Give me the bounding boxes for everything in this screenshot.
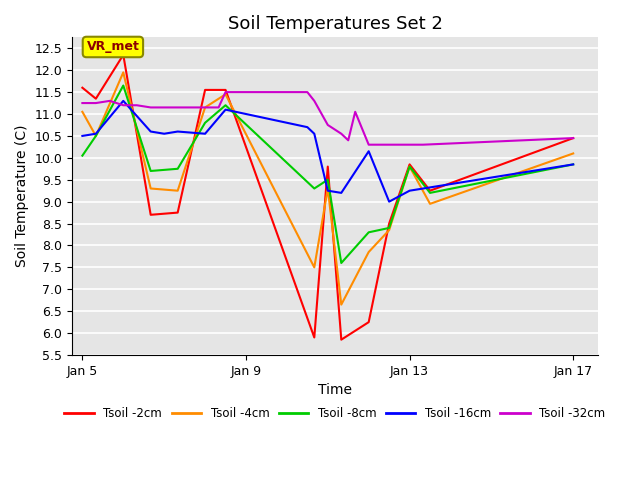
Tsoil -32cm xyxy=(392,142,400,147)
Tsoil -2cm xyxy=(426,188,434,193)
Title: Soil Temperatures Set 2: Soil Temperatures Set 2 xyxy=(227,15,442,33)
Tsoil -16cm xyxy=(221,107,229,112)
Tsoil -16cm xyxy=(310,131,318,137)
Tsoil -32cm xyxy=(174,105,182,110)
Tsoil -8cm xyxy=(120,83,127,88)
Tsoil -8cm xyxy=(337,260,345,266)
Tsoil -4cm xyxy=(92,133,100,139)
Tsoil -32cm xyxy=(378,142,386,147)
Line: Tsoil -16cm: Tsoil -16cm xyxy=(83,101,573,202)
Tsoil -32cm xyxy=(570,135,577,141)
Text: VR_met: VR_met xyxy=(86,40,140,53)
Tsoil -4cm xyxy=(310,264,318,270)
Tsoil -16cm xyxy=(365,148,372,154)
Tsoil -32cm xyxy=(92,100,100,106)
Tsoil -16cm xyxy=(201,131,209,137)
Tsoil -32cm xyxy=(310,98,318,104)
Tsoil -32cm xyxy=(221,89,229,95)
Tsoil -4cm xyxy=(406,164,413,169)
Tsoil -2cm xyxy=(406,162,413,168)
Line: Tsoil -32cm: Tsoil -32cm xyxy=(83,92,573,144)
Tsoil -4cm xyxy=(365,249,372,255)
Tsoil -8cm xyxy=(385,225,393,231)
Tsoil -32cm xyxy=(120,102,127,108)
Tsoil -2cm xyxy=(201,87,209,93)
Tsoil -32cm xyxy=(406,142,413,147)
Tsoil -16cm xyxy=(324,188,332,193)
Tsoil -32cm xyxy=(344,137,352,143)
Tsoil -8cm xyxy=(426,190,434,196)
Tsoil -8cm xyxy=(221,102,229,108)
Tsoil -4cm xyxy=(221,91,229,97)
Tsoil -4cm xyxy=(147,186,154,192)
Tsoil -4cm xyxy=(426,201,434,207)
Tsoil -8cm xyxy=(79,153,86,158)
X-axis label: Time: Time xyxy=(318,384,352,397)
Line: Tsoil -4cm: Tsoil -4cm xyxy=(83,72,573,305)
Tsoil -4cm xyxy=(174,188,182,193)
Tsoil -8cm xyxy=(324,177,332,182)
Tsoil -4cm xyxy=(120,70,127,75)
Tsoil -32cm xyxy=(215,105,223,110)
Tsoil -16cm xyxy=(92,131,100,137)
Tsoil -8cm xyxy=(92,133,100,139)
Tsoil -2cm xyxy=(221,87,229,93)
Tsoil -2cm xyxy=(79,85,86,91)
Tsoil -8cm xyxy=(310,186,318,192)
Tsoil -32cm xyxy=(133,102,141,108)
Tsoil -16cm xyxy=(79,133,86,139)
Tsoil -2cm xyxy=(365,319,372,325)
Tsoil -32cm xyxy=(201,105,209,110)
Tsoil -32cm xyxy=(147,105,154,110)
Tsoil -2cm xyxy=(385,221,393,227)
Tsoil -8cm xyxy=(406,164,413,169)
Tsoil -4cm xyxy=(324,186,332,192)
Tsoil -32cm xyxy=(337,131,345,137)
Tsoil -4cm xyxy=(337,302,345,308)
Tsoil -2cm xyxy=(147,212,154,217)
Tsoil -2cm xyxy=(337,337,345,343)
Tsoil -4cm xyxy=(570,151,577,156)
Tsoil -8cm xyxy=(147,168,154,174)
Tsoil -16cm xyxy=(147,129,154,134)
Tsoil -16cm xyxy=(174,129,182,134)
Tsoil -32cm xyxy=(188,105,195,110)
Tsoil -8cm xyxy=(201,120,209,126)
Tsoil -32cm xyxy=(161,105,168,110)
Tsoil -16cm xyxy=(570,162,577,168)
Y-axis label: Soil Temperature (C): Soil Temperature (C) xyxy=(15,125,29,267)
Tsoil -8cm xyxy=(570,162,577,168)
Tsoil -8cm xyxy=(365,229,372,235)
Tsoil -32cm xyxy=(351,109,359,115)
Tsoil -32cm xyxy=(365,142,372,147)
Tsoil -16cm xyxy=(406,188,413,193)
Tsoil -2cm xyxy=(310,335,318,340)
Tsoil -4cm xyxy=(79,109,86,115)
Tsoil -2cm xyxy=(324,164,332,169)
Tsoil -2cm xyxy=(120,52,127,58)
Tsoil -2cm xyxy=(92,96,100,102)
Tsoil -8cm xyxy=(174,166,182,172)
Tsoil -16cm xyxy=(120,98,127,104)
Tsoil -32cm xyxy=(303,89,311,95)
Tsoil -16cm xyxy=(161,131,168,137)
Tsoil -4cm xyxy=(385,227,393,233)
Tsoil -32cm xyxy=(79,100,86,106)
Tsoil -2cm xyxy=(174,210,182,216)
Tsoil -16cm xyxy=(337,190,345,196)
Legend: Tsoil -2cm, Tsoil -4cm, Tsoil -8cm, Tsoil -16cm, Tsoil -32cm: Tsoil -2cm, Tsoil -4cm, Tsoil -8cm, Tsoi… xyxy=(60,402,610,425)
Tsoil -32cm xyxy=(106,98,114,104)
Tsoil -32cm xyxy=(324,122,332,128)
Tsoil -16cm xyxy=(385,199,393,204)
Tsoil -16cm xyxy=(303,124,311,130)
Line: Tsoil -2cm: Tsoil -2cm xyxy=(83,55,573,340)
Line: Tsoil -8cm: Tsoil -8cm xyxy=(83,85,573,263)
Tsoil -32cm xyxy=(419,142,427,147)
Tsoil -4cm xyxy=(201,105,209,110)
Tsoil -2cm xyxy=(570,135,577,141)
